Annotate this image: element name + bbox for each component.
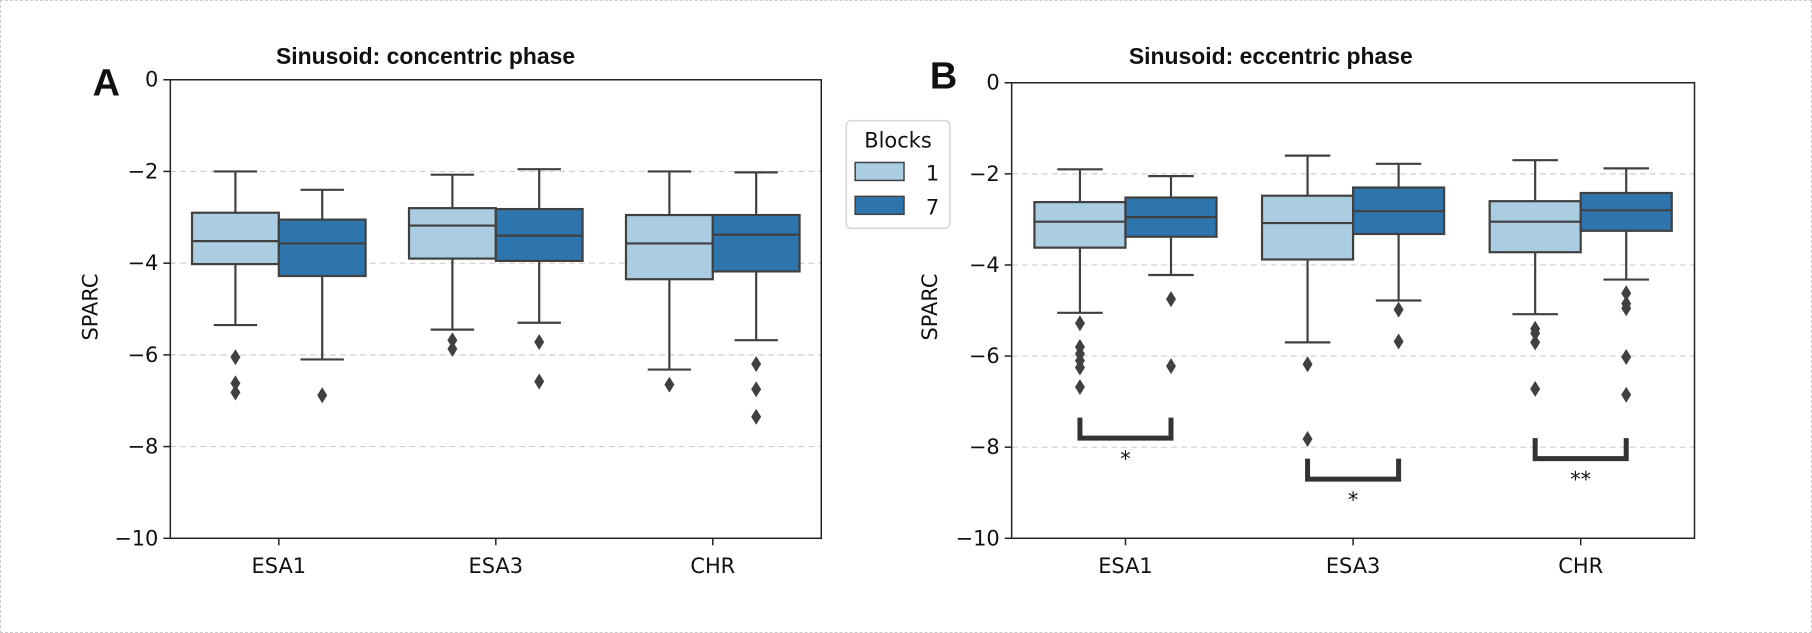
box-body <box>277 218 367 278</box>
box-chr-block-1 <box>1488 159 1582 397</box>
outlier-point <box>230 375 241 392</box>
significance-bracket: * <box>1077 417 1174 471</box>
box-esa1-block-7 <box>277 188 367 404</box>
box-body <box>711 213 801 273</box>
legend-title: Blocks <box>864 129 931 153</box>
plot-frame <box>169 79 823 540</box>
box-chr-block-7 <box>1579 167 1673 403</box>
outlier-point <box>664 376 675 393</box>
box-esa3-block-7 <box>494 168 584 390</box>
x-tick-label: CHR <box>1558 554 1603 578</box>
box-body <box>190 211 280 266</box>
outlier-point <box>1074 359 1085 376</box>
outlier-point <box>1621 285 1632 302</box>
outlier-point <box>1302 431 1313 447</box>
x-tick-label: ESA1 <box>252 554 307 578</box>
y-tick-label: −8 <box>128 435 159 459</box>
x-tick-label: ESA3 <box>469 554 524 578</box>
x-tick-label: CHR <box>690 554 735 578</box>
y-tick-label: −4 <box>128 251 159 275</box>
outlier-point <box>230 349 241 366</box>
legend-swatch-1 <box>854 161 905 182</box>
y-tick-label: −8 <box>969 435 1000 459</box>
y-tick-label: −10 <box>956 526 1000 550</box>
outlier-point <box>447 340 458 357</box>
outlier-point <box>534 373 545 390</box>
box-chr-block-7 <box>711 171 801 425</box>
outlier-point <box>751 408 762 425</box>
box-esa1-block-1 <box>1033 168 1127 396</box>
x-tick-label: ESA3 <box>1326 554 1381 578</box>
box-esa1-block-1 <box>190 170 280 401</box>
box-esa3-block-7 <box>1351 162 1446 350</box>
outlier-point <box>1621 349 1632 365</box>
panel-b: B Sinusoid: eccentric phase SPARC ****0−… <box>918 43 1696 578</box>
outlier-point <box>751 356 762 373</box>
y-tick-label: −6 <box>128 343 159 367</box>
y-tick-label: −6 <box>969 344 1000 368</box>
y-tick-label: 0 <box>986 71 999 95</box>
outlier-point <box>1530 334 1541 351</box>
y-tick-label: −2 <box>969 162 1000 186</box>
outlier-point <box>534 334 545 351</box>
box-body <box>1488 200 1582 254</box>
outlier-point <box>1530 325 1541 342</box>
significance-bracket: ** <box>1532 438 1629 491</box>
legend-label-1: 1 <box>926 161 939 185</box>
box-body <box>1033 201 1127 249</box>
box-body <box>407 207 497 260</box>
significance-label: * <box>1348 488 1358 512</box>
box-esa1-block-7 <box>1124 175 1218 375</box>
outlier-point <box>1074 379 1085 396</box>
y-tick-label: 0 <box>145 68 158 92</box>
panel-letter-a: A <box>93 63 120 105</box>
y-axis-label-b: SPARC <box>918 274 942 341</box>
box-body <box>1579 191 1673 232</box>
chart-title-b: Sinusoid: eccentric phase <box>1129 43 1413 69</box>
legend-label-7: 7 <box>926 195 939 219</box>
legend: Blocks 1 7 <box>845 119 951 230</box>
y-tick-label: −4 <box>969 253 1000 277</box>
outlier-point <box>317 387 328 404</box>
x-tick-label: ESA1 <box>1098 554 1153 578</box>
bracket-line <box>1077 417 1174 441</box>
y-axis-label-a: SPARC <box>79 274 103 341</box>
panel-letter-b: B <box>930 56 957 98</box>
outlier-point <box>1621 386 1632 403</box>
bracket-line <box>1305 458 1402 482</box>
plot-frame <box>1010 81 1696 540</box>
outlier-point <box>1302 356 1313 373</box>
outlier-point <box>1393 333 1404 350</box>
outlier-point <box>1621 300 1632 317</box>
y-tick-label: −2 <box>128 159 159 183</box>
box-body <box>1260 194 1355 261</box>
outlier-point <box>230 384 241 401</box>
y-tick-label: −10 <box>114 526 158 550</box>
legend-swatch-7 <box>854 195 905 216</box>
outlier-point <box>1166 291 1176 308</box>
outlier-point <box>1393 301 1404 318</box>
significance-label: ** <box>1570 467 1591 491</box>
panel-a: A Sinusoid: concentric phase SPARC 0 −2 −4… <box>79 43 823 578</box>
outlier-point <box>1530 380 1541 397</box>
outlier-point <box>1074 315 1085 332</box>
box-esa3-block-1 <box>407 173 497 357</box>
bracket-line <box>1532 438 1629 462</box>
outlier-point <box>1166 358 1176 375</box>
significance-label: * <box>1120 447 1130 471</box>
chart-title-a: Sinusoid: concentric phase <box>276 43 575 69</box>
box-body <box>624 213 714 281</box>
box-esa3-block-1 <box>1260 154 1355 447</box>
significance-bracket: * <box>1305 458 1402 512</box>
y-gridlines <box>1011 173 1695 448</box>
box-chr-block-1 <box>624 170 714 393</box>
outlier-point <box>751 381 762 398</box>
